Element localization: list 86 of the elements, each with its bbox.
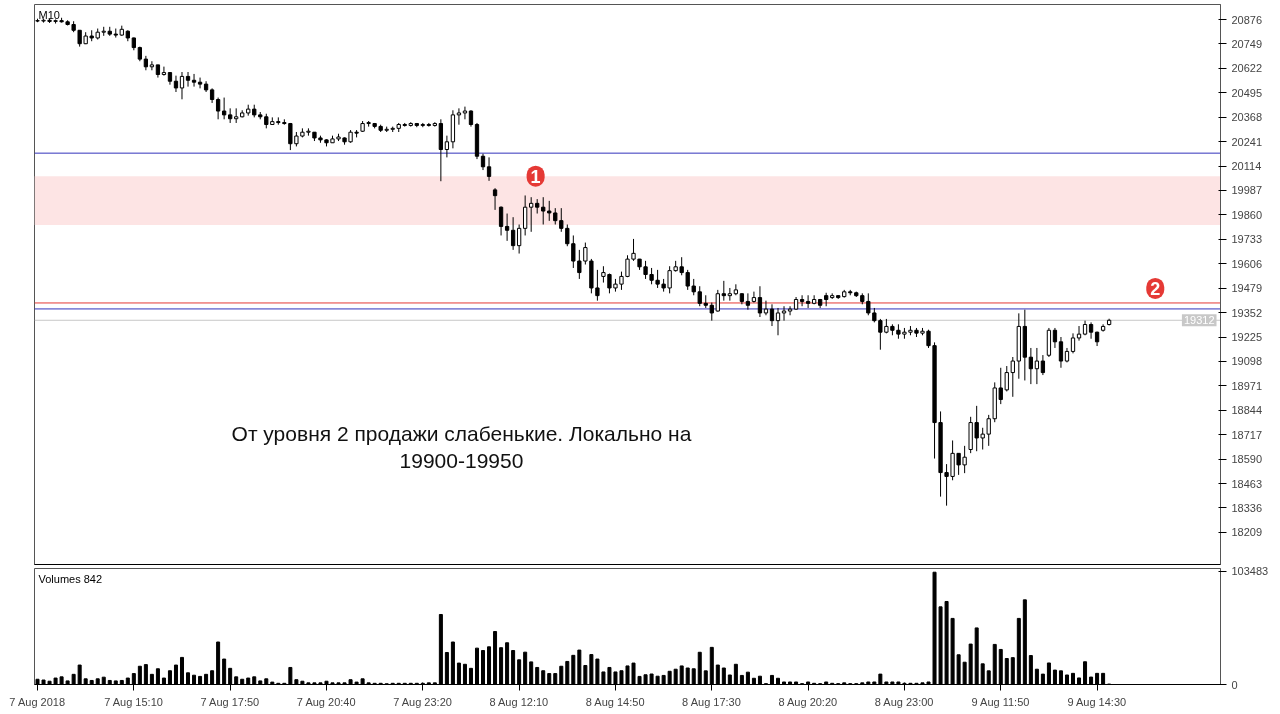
y-tick-label: 18336 bbox=[1231, 501, 1263, 514]
y-tick-label: 20622 bbox=[1231, 62, 1263, 75]
x-tick-label: 9 Aug 14:30 bbox=[1067, 695, 1127, 708]
candlestick bbox=[577, 249, 582, 280]
y-tick-label: 18717 bbox=[1231, 428, 1263, 441]
candlestick bbox=[595, 269, 600, 302]
x-tick-label: 8 Aug 12:10 bbox=[489, 695, 549, 708]
y-tick-label: 103483 bbox=[1231, 565, 1269, 578]
candlestick bbox=[149, 60, 155, 71]
candlestick bbox=[763, 300, 769, 316]
candlestick bbox=[504, 213, 510, 242]
candlestick bbox=[1076, 325, 1082, 342]
y-tick-label: 19606 bbox=[1231, 257, 1263, 270]
y-tick-label: 18844 bbox=[1231, 404, 1263, 417]
y-tick-label: 20114 bbox=[1231, 160, 1262, 173]
candlestick bbox=[1028, 347, 1034, 385]
x-tick-label: 8 Aug 17:30 bbox=[682, 695, 741, 708]
candlestick bbox=[179, 71, 185, 100]
y-tick-label: 19733 bbox=[1231, 233, 1263, 246]
candlestick bbox=[1040, 354, 1046, 376]
x-tick-label: 7 Aug 2018 bbox=[9, 695, 66, 708]
candlestick bbox=[799, 294, 805, 307]
candlestick bbox=[173, 75, 179, 93]
x-tick-label: 7 Aug 23:20 bbox=[393, 695, 452, 708]
y-tick-label: 20241 bbox=[1231, 135, 1263, 148]
candlestick bbox=[733, 283, 739, 296]
chart-title: M10 bbox=[38, 8, 60, 21]
candlestick bbox=[191, 73, 197, 88]
candlestick bbox=[161, 66, 167, 77]
y-tick-label: 18463 bbox=[1231, 477, 1263, 490]
x-tick-label: 8 Aug 14:50 bbox=[585, 695, 645, 708]
candlestick bbox=[486, 156, 492, 182]
y-tick-label: 19352 bbox=[1231, 306, 1263, 319]
annotation: От уровня 2 продажи слабенькие. Локально на 19900-19950 bbox=[231, 421, 692, 473]
x-tick-label: 8 Aug 23:00 bbox=[874, 695, 934, 708]
y-tick-label: 19479 bbox=[1231, 282, 1263, 295]
candlestick bbox=[775, 307, 781, 336]
y-tick-label: 19987 bbox=[1231, 184, 1263, 197]
candlestick bbox=[1052, 327, 1058, 349]
x-tick-label: 9 Aug 11:50 bbox=[971, 695, 1030, 708]
y-tick-label: 20876 bbox=[1231, 13, 1263, 26]
y-tick-label: 18209 bbox=[1231, 526, 1263, 539]
candlestick bbox=[1070, 332, 1076, 354]
candlestick bbox=[745, 292, 751, 311]
candlestick bbox=[1034, 347, 1040, 385]
y-tick-label: 19225 bbox=[1231, 331, 1263, 343]
x-tick-label: 7 Aug 17:50 bbox=[200, 695, 260, 708]
y-tick-label: 20368 bbox=[1231, 111, 1263, 124]
candlestick bbox=[197, 77, 203, 89]
y-tick-label: 19860 bbox=[1231, 208, 1263, 221]
candlestick bbox=[769, 303, 775, 327]
candlestick bbox=[510, 216, 516, 251]
candlestick bbox=[215, 97, 221, 120]
annotation: 2 bbox=[1150, 278, 1161, 299]
candlestick bbox=[444, 135, 450, 158]
y-tick-label: 20749 bbox=[1231, 37, 1263, 50]
candlestick bbox=[516, 224, 522, 255]
y-tick-label: 20495 bbox=[1231, 86, 1263, 99]
candlestick bbox=[805, 294, 811, 309]
y-tick-label: 18590 bbox=[1231, 453, 1263, 466]
candlestick bbox=[721, 280, 726, 302]
candlestick bbox=[529, 196, 534, 233]
candlestick bbox=[1088, 321, 1094, 340]
candlestick bbox=[757, 285, 763, 318]
candlestick bbox=[523, 194, 528, 236]
candlestick bbox=[787, 305, 793, 316]
y-tick-label: 18971 bbox=[1231, 379, 1263, 392]
candlestick bbox=[631, 238, 636, 262]
band-label: 1 bbox=[530, 166, 541, 187]
candlestick bbox=[462, 106, 468, 120]
candlestick bbox=[498, 205, 504, 236]
candlestick bbox=[456, 107, 462, 126]
candlestick bbox=[781, 305, 787, 322]
y-tick-label: 0 bbox=[1231, 678, 1238, 691]
x-tick-label: 7 Aug 15:10 bbox=[104, 695, 163, 708]
y-tick-label: 19098 bbox=[1231, 355, 1263, 368]
x-tick-label: 8 Aug 20:20 bbox=[778, 695, 838, 708]
candlestick bbox=[1058, 336, 1064, 369]
candlestick bbox=[583, 242, 588, 265]
chart-title: Volumes 842 bbox=[38, 572, 103, 585]
x-tick-label: 7 Aug 20:40 bbox=[296, 695, 356, 708]
candlestick bbox=[221, 97, 227, 120]
candlestick bbox=[751, 291, 757, 304]
candlestick bbox=[185, 71, 191, 88]
candlestick bbox=[492, 187, 498, 211]
candlestick bbox=[432, 121, 438, 128]
